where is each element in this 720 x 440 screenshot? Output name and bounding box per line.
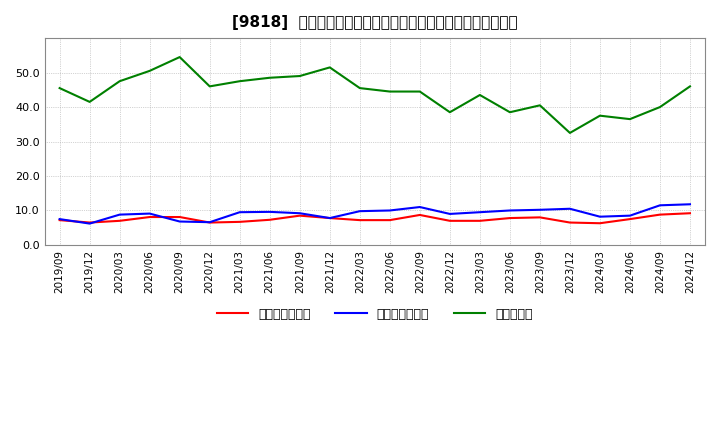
売上債権回転率 xyxy=(115,218,124,224)
売上債権回転率 xyxy=(385,217,394,223)
買入債務回転率 xyxy=(325,216,334,221)
売上債権回転率 xyxy=(415,213,424,218)
売上債権回転率 xyxy=(85,220,94,225)
売上債権回転率 xyxy=(55,217,64,223)
売上債権回転率 xyxy=(325,216,334,221)
Line: 在庫回転率: 在庫回転率 xyxy=(60,57,690,133)
売上債権回転率 xyxy=(145,214,154,220)
売上債権回転率 xyxy=(536,215,544,220)
買入債務回転率 xyxy=(536,207,544,213)
在庫回転率 xyxy=(536,103,544,108)
買入債務回転率 xyxy=(415,205,424,210)
買入債務回転率 xyxy=(385,208,394,213)
買入債務回転率 xyxy=(685,202,694,207)
買入債務回転率 xyxy=(505,208,514,213)
在庫回転率 xyxy=(85,99,94,105)
売上債権回転率 xyxy=(595,220,604,226)
買入債務回転率 xyxy=(295,211,304,216)
買入債務回転率 xyxy=(595,214,604,219)
在庫回転率 xyxy=(325,65,334,70)
在庫回転率 xyxy=(415,89,424,94)
在庫回転率 xyxy=(656,104,665,110)
売上債権回転率 xyxy=(266,217,274,223)
Line: 買入債務回転率: 買入債務回転率 xyxy=(60,204,690,224)
売上債権回転率 xyxy=(176,214,184,220)
売上債権回転率 xyxy=(235,219,244,224)
買入債務回転率 xyxy=(446,211,454,216)
Title: [9818]  売上債権回転率、買入債務回転率、在庫回転率の推移: [9818] 売上債権回転率、買入債務回転率、在庫回転率の推移 xyxy=(232,15,518,30)
売上債権回転率 xyxy=(656,212,665,217)
売上債権回転率 xyxy=(205,220,214,225)
売上債権回転率 xyxy=(446,218,454,224)
在庫回転率 xyxy=(176,55,184,60)
在庫回転率 xyxy=(145,68,154,73)
買入債務回転率 xyxy=(475,209,484,215)
在庫回転率 xyxy=(235,79,244,84)
買入債務回転率 xyxy=(145,211,154,216)
在庫回転率 xyxy=(205,84,214,89)
買入債務回転率 xyxy=(176,219,184,224)
在庫回転率 xyxy=(356,85,364,91)
在庫回転率 xyxy=(115,79,124,84)
Line: 売上債権回転率: 売上債権回転率 xyxy=(60,213,690,223)
売上債権回転率 xyxy=(505,216,514,221)
買入債務回転率 xyxy=(115,212,124,217)
売上債権回転率 xyxy=(626,216,634,222)
買入債務回転率 xyxy=(205,220,214,225)
在庫回転率 xyxy=(385,89,394,94)
買入債務回転率 xyxy=(235,209,244,215)
在庫回転率 xyxy=(626,117,634,122)
買入債務回転率 xyxy=(626,213,634,218)
買入債務回転率 xyxy=(656,203,665,208)
在庫回転率 xyxy=(446,110,454,115)
買入債務回転率 xyxy=(55,216,64,222)
在庫回転率 xyxy=(505,110,514,115)
買入債務回転率 xyxy=(356,209,364,214)
在庫回転率 xyxy=(295,73,304,79)
買入債務回転率 xyxy=(266,209,274,214)
在庫回転率 xyxy=(475,92,484,98)
在庫回転率 xyxy=(566,130,575,136)
在庫回転率 xyxy=(685,84,694,89)
売上債権回転率 xyxy=(566,220,575,225)
売上債権回転率 xyxy=(356,217,364,223)
買入債務回転率 xyxy=(85,221,94,226)
在庫回転率 xyxy=(266,75,274,81)
Legend: 売上債権回転率, 買入債務回転率, 在庫回転率: 売上債権回転率, 買入債務回転率, 在庫回転率 xyxy=(212,303,538,326)
買入債務回転率 xyxy=(566,206,575,211)
売上債権回転率 xyxy=(685,211,694,216)
在庫回転率 xyxy=(595,113,604,118)
在庫回転率 xyxy=(55,85,64,91)
売上債権回転率 xyxy=(475,218,484,224)
売上債権回転率 xyxy=(295,213,304,218)
